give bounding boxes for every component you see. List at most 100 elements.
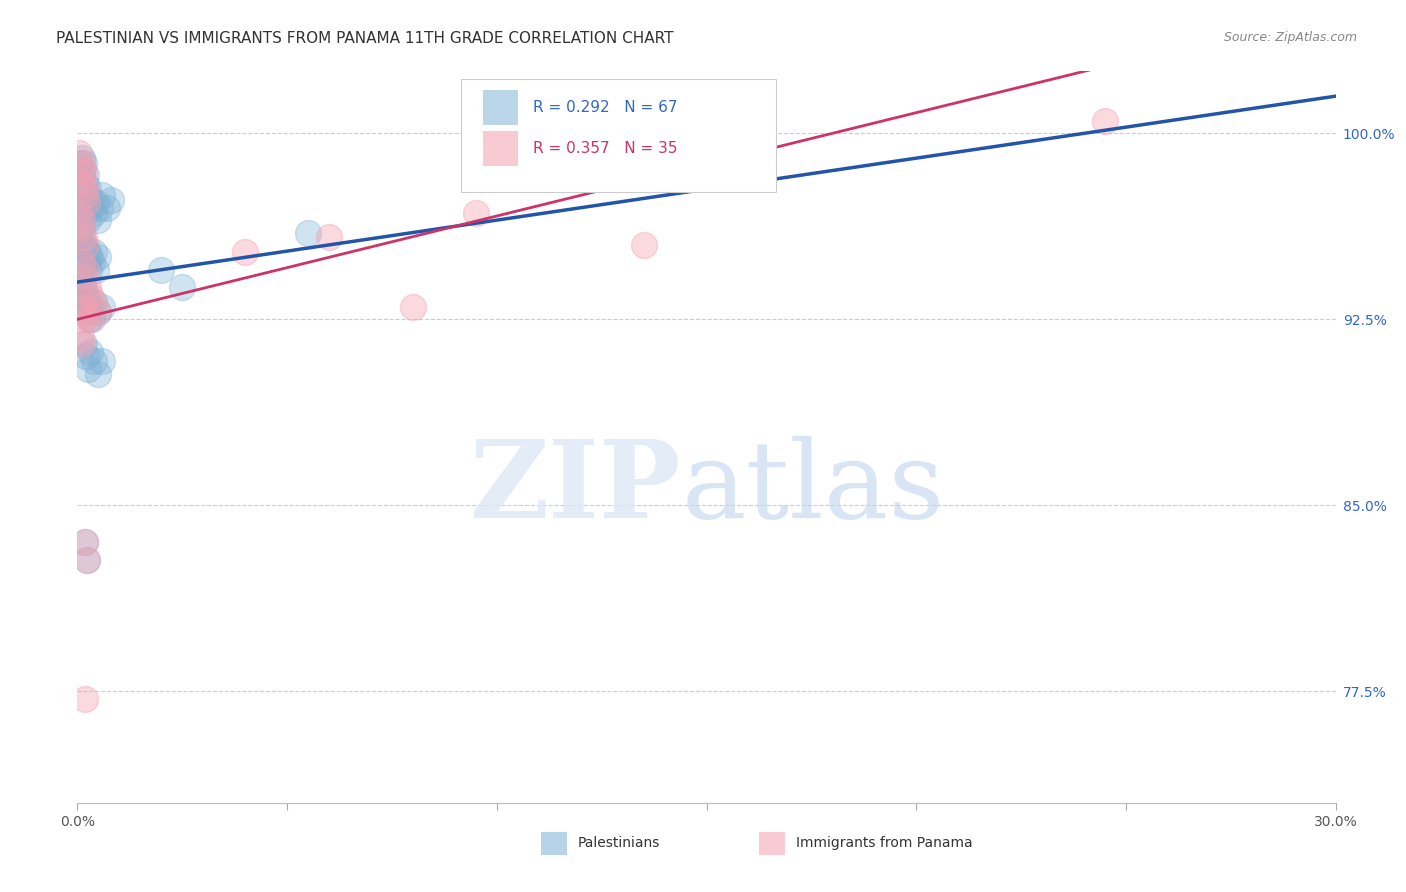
Immigrants from Panama	[464, 205, 486, 219]
Palestinians	[77, 195, 100, 210]
Palestinians	[73, 250, 96, 264]
Palestinians	[79, 300, 101, 314]
Palestinians	[83, 295, 105, 310]
Palestinians	[77, 312, 100, 326]
Palestinians	[75, 205, 97, 219]
Immigrants from Panama	[70, 300, 93, 314]
Palestinians	[76, 245, 98, 260]
Text: Palestinians: Palestinians	[578, 837, 661, 850]
Palestinians	[67, 270, 90, 285]
Palestinians	[87, 367, 110, 381]
Palestinians	[72, 337, 94, 351]
Palestinians	[69, 171, 91, 186]
Palestinians	[172, 280, 194, 294]
Text: PALESTINIAN VS IMMIGRANTS FROM PANAMA 11TH GRADE CORRELATION CHART: PALESTINIAN VS IMMIGRANTS FROM PANAMA 11…	[56, 31, 673, 46]
Palestinians	[70, 188, 93, 202]
Palestinians	[76, 295, 98, 310]
Immigrants from Panama	[70, 255, 93, 269]
Palestinians	[73, 535, 96, 549]
Palestinians	[96, 201, 118, 215]
Palestinians	[70, 230, 93, 244]
Palestinians	[72, 280, 94, 294]
Immigrants from Panama	[79, 312, 101, 326]
Immigrants from Panama	[72, 163, 94, 178]
Immigrants from Panama	[79, 287, 101, 301]
Palestinians	[79, 344, 101, 359]
Palestinians	[87, 250, 110, 264]
Text: atlas: atlas	[682, 435, 945, 541]
Palestinians	[67, 226, 90, 240]
Palestinians	[80, 312, 103, 326]
Immigrants from Panama	[402, 300, 425, 314]
Immigrants from Panama	[70, 156, 93, 170]
Immigrants from Panama	[72, 312, 94, 326]
Text: R = 0.357   N = 35: R = 0.357 N = 35	[533, 142, 678, 156]
Palestinians	[72, 151, 94, 165]
Immigrants from Panama	[75, 238, 97, 252]
Palestinians	[76, 553, 98, 567]
Palestinians	[73, 295, 96, 310]
Immigrants from Panama	[69, 329, 91, 343]
Palestinians	[91, 188, 114, 202]
Text: ZIP: ZIP	[470, 435, 682, 541]
Palestinians	[72, 220, 94, 235]
Palestinians	[73, 195, 96, 210]
Palestinians	[91, 354, 114, 368]
Immigrants from Panama	[69, 163, 91, 178]
Palestinians	[80, 194, 103, 208]
Palestinians	[72, 238, 94, 252]
Palestinians	[87, 213, 110, 227]
Palestinians	[67, 156, 90, 170]
Immigrants from Panama	[233, 245, 256, 260]
Palestinians	[79, 201, 101, 215]
Palestinians	[87, 305, 110, 319]
Text: R = 0.292   N = 67: R = 0.292 N = 67	[533, 100, 678, 115]
Palestinians	[76, 255, 98, 269]
Immigrants from Panama	[76, 280, 98, 294]
FancyBboxPatch shape	[461, 78, 776, 192]
Palestinians	[83, 205, 105, 219]
Palestinians	[91, 300, 114, 314]
Palestinians	[75, 169, 97, 183]
Palestinians	[84, 262, 107, 277]
Immigrants from Panama	[70, 213, 93, 227]
Immigrants from Panama	[73, 691, 96, 706]
Palestinians	[83, 245, 105, 260]
Immigrants from Panama	[67, 205, 90, 219]
Palestinians	[70, 275, 93, 289]
Palestinians	[72, 201, 94, 215]
Palestinians	[79, 250, 101, 264]
Text: Source: ZipAtlas.com: Source: ZipAtlas.com	[1223, 31, 1357, 45]
Palestinians	[69, 238, 91, 252]
Immigrants from Panama	[76, 195, 98, 210]
Text: Immigrants from Panama: Immigrants from Panama	[796, 837, 973, 850]
Palestinians	[83, 354, 105, 368]
Immigrants from Panama	[73, 535, 96, 549]
Palestinians	[297, 226, 319, 240]
Palestinians	[77, 262, 100, 277]
Immigrants from Panama	[67, 146, 90, 161]
Palestinians	[69, 280, 91, 294]
Immigrants from Panama	[75, 188, 97, 202]
Palestinians	[76, 201, 98, 215]
Immigrants from Panama	[1094, 114, 1116, 128]
Palestinians	[80, 255, 103, 269]
Palestinians	[84, 195, 107, 210]
Immigrants from Panama	[72, 176, 94, 190]
Palestinians	[150, 262, 173, 277]
Palestinians	[76, 305, 98, 319]
Bar	[482, 131, 517, 167]
Immigrants from Panama	[69, 220, 91, 235]
Immigrants from Panama	[75, 305, 97, 319]
Immigrants from Panama	[72, 337, 94, 351]
Palestinians	[76, 181, 98, 195]
Palestinians	[75, 350, 97, 364]
Palestinians	[75, 287, 97, 301]
Palestinians	[76, 362, 98, 376]
Palestinians	[75, 243, 97, 257]
Palestinians	[70, 163, 93, 178]
Palestinians	[76, 188, 98, 202]
Immigrants from Panama	[75, 262, 97, 277]
Palestinians	[89, 201, 111, 215]
Immigrants from Panama	[633, 238, 655, 252]
